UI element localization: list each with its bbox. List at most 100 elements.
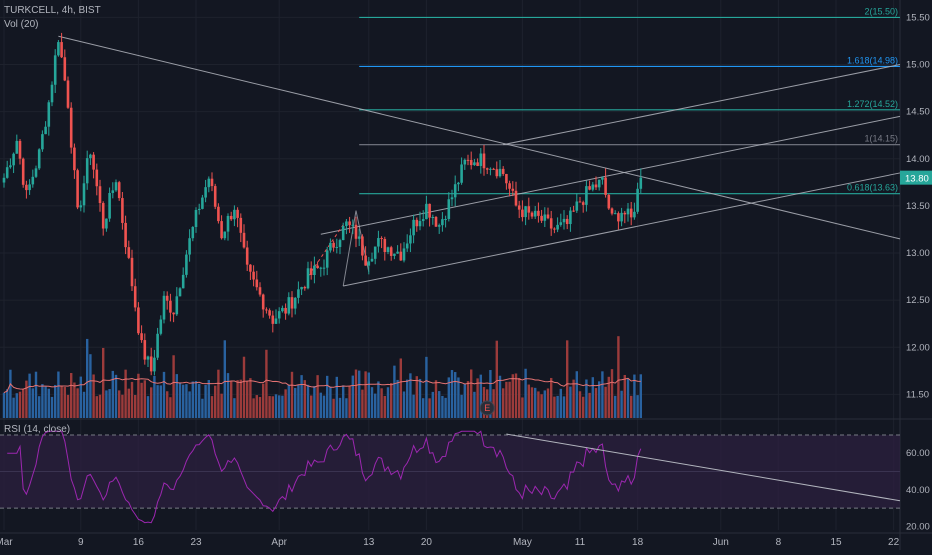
candle <box>633 202 636 220</box>
volume-bar <box>297 384 300 418</box>
candle-body <box>325 250 329 268</box>
candle-body <box>549 218 553 229</box>
volume-bar <box>502 388 505 418</box>
volume-bar <box>457 377 460 418</box>
candle <box>508 180 511 197</box>
volume-bar <box>438 391 441 418</box>
candle-body <box>137 307 140 334</box>
candle-body <box>396 251 399 254</box>
candle-body <box>617 213 620 222</box>
candle <box>37 148 41 171</box>
candle-body <box>527 206 531 213</box>
candle-body <box>431 216 435 218</box>
candle <box>41 130 44 152</box>
candle <box>274 309 278 324</box>
candle <box>441 212 444 232</box>
price-axis-tick: 13.00 <box>906 248 930 259</box>
time-axis-tick: 18 <box>632 537 644 548</box>
candle-body <box>303 287 307 289</box>
volume-bar <box>153 375 156 418</box>
volume-bar <box>290 371 294 418</box>
candle <box>117 180 121 201</box>
candle-body <box>169 300 172 313</box>
candle-body <box>316 265 319 269</box>
candle-body <box>236 209 239 218</box>
candle <box>425 195 428 220</box>
volume-bar <box>575 371 578 418</box>
candle-body <box>585 186 588 205</box>
volume-bar <box>466 381 470 418</box>
channel-upper-line <box>320 115 901 235</box>
symbol-legend[interactable]: TURKCELL, 4h, BIST <box>4 5 101 16</box>
volume-bar <box>204 384 207 418</box>
candle <box>290 291 294 318</box>
volume-bar <box>172 355 175 418</box>
volume-bar <box>351 375 354 418</box>
candle-body <box>412 219 415 236</box>
candle <box>479 148 483 174</box>
candle <box>165 291 169 310</box>
candle <box>636 182 639 214</box>
time-axis-tick: Apr <box>271 537 287 548</box>
volume-legend[interactable]: Vol (20) <box>4 19 39 30</box>
candle <box>197 203 201 215</box>
candle-body <box>34 168 38 177</box>
candle-body <box>197 208 201 210</box>
volume-bar <box>598 381 601 418</box>
volume-bar <box>217 369 220 418</box>
candle <box>396 245 399 254</box>
candle-body <box>335 246 339 248</box>
candle-body <box>479 153 483 166</box>
candle <box>565 215 569 230</box>
candle <box>284 303 287 320</box>
candle-body <box>364 255 367 266</box>
candle-body <box>108 192 111 219</box>
candle <box>617 211 620 230</box>
candle <box>121 192 124 230</box>
candle <box>594 176 598 190</box>
candle <box>530 211 534 219</box>
candle-body <box>105 218 108 229</box>
volume-bar <box>607 376 610 418</box>
candle-body <box>47 102 51 127</box>
rsi-legend[interactable]: RSI (14, close) <box>4 424 71 435</box>
candle <box>143 333 147 365</box>
volume-bar <box>121 394 124 418</box>
candle-body <box>466 159 470 161</box>
volume-bar <box>633 374 636 418</box>
volume-bar <box>233 398 236 418</box>
volume-bar <box>588 392 591 418</box>
fib-level-label: 1(14.15) <box>864 134 898 144</box>
volume-bar <box>25 380 28 418</box>
candle-body <box>313 265 316 276</box>
fib-level-label: 1.618(14.98) <box>847 55 898 65</box>
volume-bar <box>594 388 598 418</box>
candle-body <box>636 188 639 212</box>
candle-body <box>405 243 409 249</box>
volume-bar <box>140 382 143 418</box>
candle-body <box>524 206 527 218</box>
candle-body <box>469 159 473 166</box>
candle-body <box>143 340 147 360</box>
candle <box>537 202 540 223</box>
volume-bar <box>492 389 495 418</box>
candle <box>271 310 275 333</box>
candle-body <box>393 253 396 256</box>
candle-body <box>623 212 627 215</box>
candle <box>137 302 140 335</box>
price-axis-tick: 11.50 <box>906 389 929 400</box>
volume-bar <box>399 358 402 418</box>
candle-body <box>82 183 86 206</box>
candle-body <box>591 184 595 190</box>
volume-bar <box>370 387 374 418</box>
candle <box>297 281 300 304</box>
candle <box>47 100 51 136</box>
candle-body <box>181 274 185 289</box>
candle-body <box>556 224 559 230</box>
volume-bar <box>73 382 76 418</box>
candle-body <box>613 213 617 215</box>
channel-top-line <box>503 64 901 146</box>
candle-body <box>281 307 284 312</box>
